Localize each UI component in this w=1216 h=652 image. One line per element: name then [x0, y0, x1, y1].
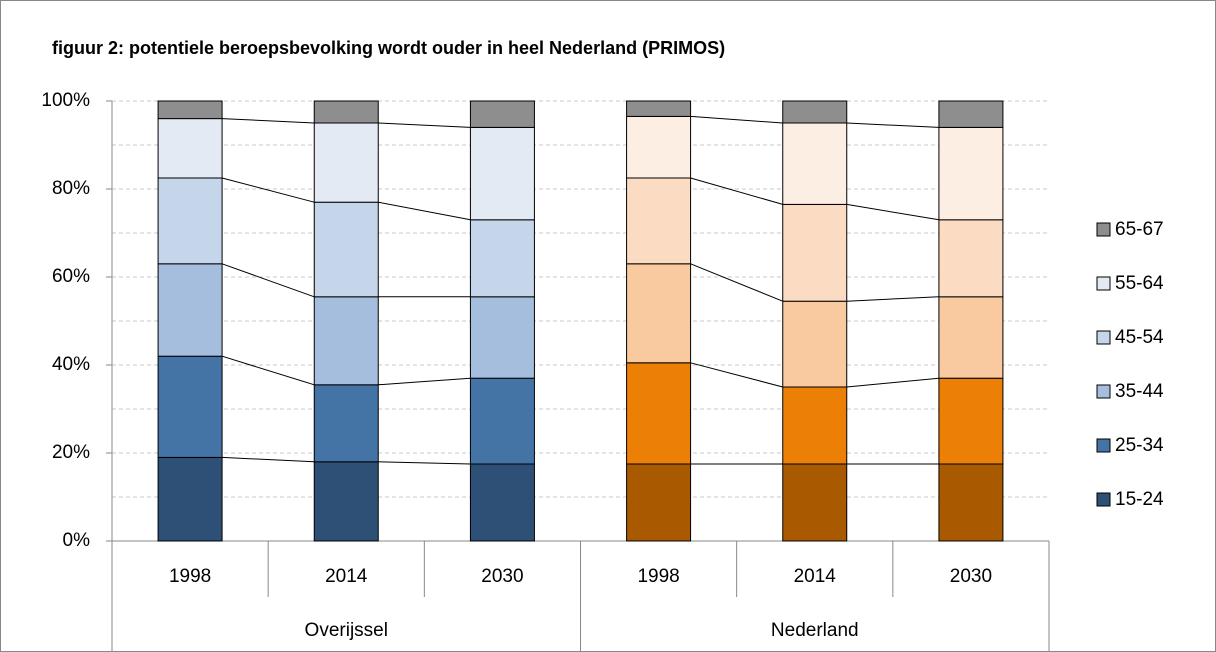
bar-segment: [626, 100, 692, 117]
y-tick-label: 60%: [52, 266, 90, 287]
series-line: [222, 456, 315, 463]
series-line: [846, 296, 939, 302]
bar-segment: [938, 377, 1004, 465]
series-line: [222, 118, 315, 124]
legend-label: 35-44: [1115, 381, 1164, 402]
bar-segment: [938, 219, 1004, 298]
legend-swatch: [1096, 330, 1111, 345]
x-tick-label: 1998: [637, 566, 679, 587]
legend-swatch: [1096, 222, 1111, 237]
bar-segment: [626, 362, 692, 465]
bar-segment: [157, 177, 223, 265]
bar-segment: [782, 386, 848, 465]
series-line: [846, 377, 939, 388]
x-tick-label: 1998: [169, 566, 211, 587]
legend-label: 65-67: [1115, 219, 1164, 240]
group-label: Nederland: [771, 620, 859, 641]
legend-swatch: [1096, 492, 1111, 507]
series-line: [378, 377, 471, 386]
bar-segment: [782, 122, 848, 205]
bar-segment: [313, 296, 379, 386]
series-line: [378, 461, 471, 465]
bar-segment: [313, 461, 379, 542]
legend-label: 25-34: [1115, 435, 1164, 456]
bar-segment: [157, 263, 223, 357]
legend-swatch: [1096, 384, 1111, 399]
bar-segment: [626, 115, 692, 179]
y-tick-label: 20%: [52, 442, 90, 463]
series-line: [378, 201, 471, 221]
bar-segment: [313, 384, 379, 463]
chart-title: figuur 2: potentiele beroepsbevolking wo…: [52, 38, 725, 58]
series-line: [221, 177, 315, 203]
series-line: [221, 263, 315, 298]
series-line: [690, 263, 783, 302]
y-tick-label: 100%: [41, 90, 90, 111]
bar-segment: [626, 177, 692, 265]
bar-segment: [626, 463, 692, 542]
legend-label: 45-54: [1115, 327, 1164, 348]
x-tick-label: 2030: [950, 566, 992, 587]
x-tick-label: 2030: [481, 566, 523, 587]
legend-swatch: [1096, 438, 1111, 453]
bar-segment: [469, 463, 535, 542]
bar-segment: [938, 126, 1004, 221]
bar-segment: [157, 456, 223, 542]
bar-segment: [626, 263, 692, 364]
series-line: [221, 355, 315, 386]
bar-segment: [469, 219, 535, 298]
bar-segment: [938, 296, 1004, 379]
bar-segment: [157, 118, 223, 179]
bar-segment: [469, 296, 535, 379]
y-tick-label: 0%: [63, 530, 91, 551]
group-label: Overijssel: [305, 620, 388, 641]
series-line: [846, 122, 939, 128]
series-line: [690, 177, 783, 205]
bar-segment: [469, 126, 535, 221]
y-tick-label: 80%: [52, 178, 90, 199]
series-line: [690, 115, 783, 124]
bar-segment: [157, 355, 223, 458]
bar-segment: [782, 300, 848, 388]
bar-segment: [782, 100, 848, 124]
bar-segment: [313, 201, 379, 298]
bar-segment: [938, 463, 1004, 542]
legend-label: 15-24: [1115, 489, 1164, 510]
bar-segment: [782, 203, 848, 302]
bar-segment: [313, 100, 379, 124]
series-line: [690, 362, 783, 388]
x-tick-label: 2014: [325, 566, 368, 587]
bar-segment: [782, 463, 848, 542]
x-tick-label: 2014: [794, 566, 837, 587]
bar-segment: [157, 100, 223, 120]
legend-swatch: [1096, 276, 1111, 291]
bar-segment: [469, 100, 535, 128]
legend-label: 55-64: [1115, 273, 1164, 294]
bar-segment: [313, 122, 379, 203]
bar-segment: [469, 377, 535, 465]
series-line: [378, 122, 471, 128]
series-line: [846, 203, 939, 221]
y-tick-label: 40%: [52, 354, 90, 375]
bar-segment: [938, 100, 1004, 128]
